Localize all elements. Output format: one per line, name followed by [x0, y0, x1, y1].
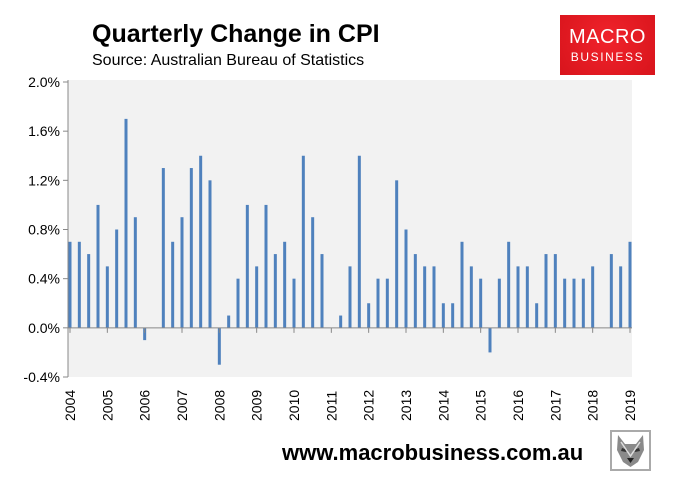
bar	[124, 118, 128, 328]
bar	[301, 155, 305, 328]
x-tick-label: 2008	[211, 390, 227, 421]
bar	[395, 180, 399, 328]
bar	[451, 303, 455, 328]
bar	[283, 241, 287, 328]
bar	[619, 266, 623, 328]
bar	[357, 155, 361, 328]
bar	[292, 278, 296, 328]
bar	[68, 241, 72, 328]
bar	[628, 241, 632, 328]
bar	[553, 254, 557, 328]
bar	[488, 327, 492, 353]
chart-subtitle: Source: Australian Bureau of Statistics	[92, 52, 365, 69]
x-tick-label: 2009	[249, 390, 265, 421]
y-tick-label: 2.0%	[28, 74, 60, 90]
bar	[143, 327, 147, 341]
bar	[245, 204, 249, 328]
bar	[180, 217, 184, 328]
x-tick-label: 2007	[174, 390, 190, 421]
y-tick-label: 0.8%	[28, 222, 60, 238]
bar	[227, 315, 231, 328]
x-tick-label: 2006	[137, 390, 153, 421]
wolf-icon	[610, 430, 651, 471]
bar	[236, 278, 240, 328]
bar	[115, 229, 119, 328]
bar	[171, 241, 175, 328]
chart-title: Quarterly Change in CPI	[92, 20, 380, 48]
bar	[199, 155, 203, 328]
bar	[404, 229, 408, 328]
bar	[581, 278, 585, 328]
x-tick-label: 2011	[323, 391, 339, 421]
bar	[96, 204, 100, 328]
bar	[507, 241, 511, 328]
x-tick-label: 2019	[622, 390, 638, 421]
y-tick-label: 1.6%	[28, 123, 60, 139]
bar	[563, 278, 567, 328]
x-tick-label: 2015	[473, 390, 489, 421]
logo-line2: BUSINESS	[570, 50, 645, 64]
bar	[87, 254, 91, 328]
bar	[339, 315, 343, 328]
plot-area	[68, 80, 632, 377]
bar	[535, 303, 539, 328]
bar	[441, 303, 445, 328]
bar	[423, 266, 427, 328]
bar	[497, 278, 501, 328]
bar	[385, 278, 389, 328]
bar	[208, 180, 212, 328]
bar	[255, 266, 259, 328]
bar	[469, 266, 473, 328]
bar	[544, 254, 548, 328]
bar	[479, 278, 483, 328]
bar	[516, 266, 520, 328]
bar	[311, 217, 315, 328]
y-tick-label: -0.4%	[23, 369, 60, 385]
x-tick-label: 2014	[435, 390, 451, 421]
y-tick-label: 0.4%	[28, 271, 60, 287]
y-tick-label: 0.0%	[28, 320, 60, 336]
bar	[460, 241, 464, 328]
x-tick-label: 2018	[585, 390, 601, 421]
bar	[189, 168, 193, 328]
bar	[367, 303, 371, 328]
footer-url: www.macrobusiness.com.au	[282, 440, 584, 465]
logo-line1: MACRO	[569, 26, 646, 48]
x-tick-label: 2004	[62, 390, 78, 421]
bar	[413, 254, 417, 328]
bar	[264, 204, 268, 328]
bar	[432, 266, 436, 328]
bar	[376, 278, 380, 328]
bar	[273, 254, 277, 328]
bar	[609, 254, 613, 328]
bar	[105, 266, 109, 328]
macrobusiness-logo: MACRO BUSINESS	[560, 15, 655, 75]
bar	[161, 168, 165, 328]
bar	[217, 327, 221, 365]
x-tick-label: 2013	[398, 390, 414, 421]
x-tick-label: 2010	[286, 390, 302, 421]
bar	[591, 266, 595, 328]
bar	[77, 241, 81, 328]
bar	[525, 266, 529, 328]
x-tick-label: 2005	[99, 390, 115, 421]
x-tick-label: 2012	[361, 390, 377, 421]
bar	[320, 254, 324, 328]
bar	[572, 278, 576, 328]
y-tick-label: 1.2%	[28, 172, 60, 188]
x-tick-label: 2017	[547, 390, 563, 421]
bar	[133, 217, 137, 328]
bar	[348, 266, 352, 328]
x-tick-label: 2016	[510, 390, 526, 421]
